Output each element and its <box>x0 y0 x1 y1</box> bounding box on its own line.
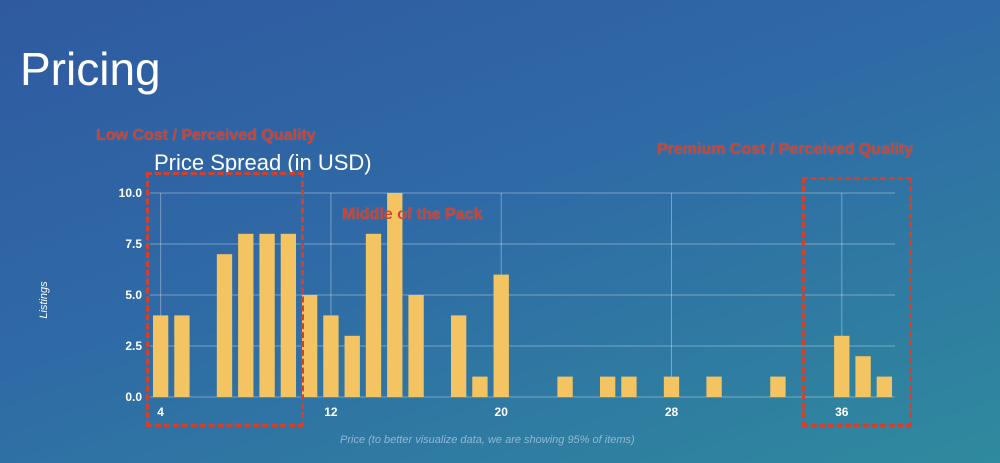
bar <box>152 315 169 397</box>
bar <box>599 376 616 397</box>
y-tick-label: 7.5 <box>125 237 142 251</box>
bar <box>238 233 254 397</box>
premium-annotation: Premium Cost / Perceived Quality <box>657 141 914 158</box>
axis-ticks: 0.0 2.5 5.0 7.5 10.0 4 12 20 28 36 <box>119 186 849 419</box>
bar <box>557 376 573 397</box>
bar <box>493 274 509 397</box>
bar <box>344 335 360 397</box>
x-tick-label: 12 <box>324 405 338 419</box>
x-axis-label: Price (to better visualize data, we are … <box>340 434 635 446</box>
y-tick-label: 2.5 <box>125 339 142 353</box>
x-tick-label: 20 <box>495 405 509 419</box>
x-tick-label: 36 <box>835 405 849 419</box>
bar <box>408 295 424 397</box>
bar <box>301 295 318 397</box>
x-tick-label: 4 <box>157 405 164 419</box>
low-cost-highlight-box <box>146 172 304 427</box>
premium-highlight-box <box>802 177 912 427</box>
bar <box>323 315 339 397</box>
bars <box>152 193 893 397</box>
y-axis-label: Listings <box>38 281 50 319</box>
y-tick-label: 10.0 <box>119 186 143 200</box>
bar <box>834 335 850 397</box>
bar <box>855 356 871 397</box>
bar <box>174 315 190 397</box>
bar <box>770 376 786 397</box>
chart-title: Price Spread (in USD) <box>154 150 372 175</box>
bar <box>387 193 403 397</box>
x-tick-label: 28 <box>665 405 679 419</box>
bar <box>663 376 680 397</box>
bar <box>280 233 297 397</box>
y-tick-label: 0.0 <box>125 390 142 404</box>
low-cost-annotation: Low Cost / Perceived Quality <box>96 127 316 144</box>
slide-title: Pricing <box>20 43 161 95</box>
bar <box>365 233 382 397</box>
bar <box>706 376 722 397</box>
bar <box>621 376 637 397</box>
bar <box>216 254 233 397</box>
middle-annotation: Middle of the Pack <box>342 206 483 223</box>
bar <box>876 376 893 397</box>
bar <box>472 376 488 397</box>
y-tick-label: 5.0 <box>125 288 142 302</box>
bar <box>259 233 275 397</box>
bar <box>450 315 467 397</box>
